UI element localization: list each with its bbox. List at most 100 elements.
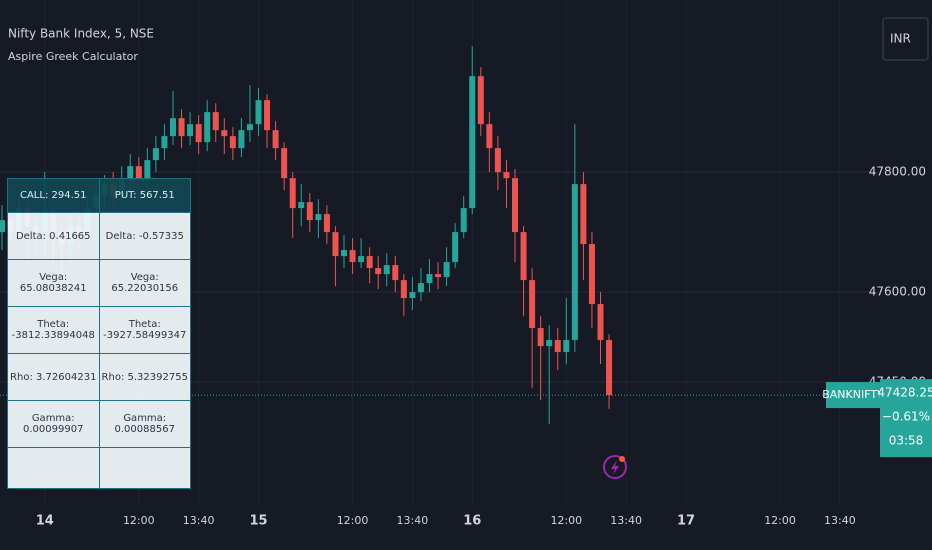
candle-body xyxy=(187,124,194,137)
candle-body xyxy=(332,232,339,257)
candle-body xyxy=(580,184,587,245)
candle-body xyxy=(289,178,296,209)
x-tick-label: 13:40 xyxy=(610,514,642,527)
candle-body xyxy=(127,166,134,179)
x-tick-label: 13:40 xyxy=(397,514,429,527)
candle-body xyxy=(477,76,484,125)
last-price: 47428.25 xyxy=(877,386,932,400)
candle-body xyxy=(417,283,424,293)
table-row: Delta: 0.41665 Delta: -0.57335 xyxy=(7,212,191,260)
cell: Delta: -0.57335 xyxy=(98,212,191,260)
alert-icon[interactable] xyxy=(603,455,627,479)
candle-body xyxy=(460,208,467,233)
alert-dot xyxy=(619,456,625,462)
candle-body xyxy=(520,232,527,281)
cell: Rho: 5.32392755 xyxy=(98,353,191,401)
candle-body xyxy=(486,124,493,149)
candle-body xyxy=(426,274,433,284)
candle-body xyxy=(306,202,313,221)
cell: Vega: 65.08038241 xyxy=(7,259,100,307)
table-row: Gamma: 0.00099907 Gamma: 0.00088567 xyxy=(7,400,191,448)
alert-ring xyxy=(603,455,627,479)
y-tick-label: 47600.00 xyxy=(869,285,926,299)
symbol-label: BANKNIFTY xyxy=(822,388,884,401)
x-tick-label: 16 xyxy=(463,514,481,529)
candle-body xyxy=(178,118,185,137)
candle-body xyxy=(315,214,322,221)
candle-body xyxy=(349,250,356,263)
candle-body xyxy=(452,232,459,263)
cell: Gamma: 0.00088567 xyxy=(98,400,191,448)
currency: INR xyxy=(890,32,911,46)
header-cell: CALL: 294.51 xyxy=(7,178,100,213)
alert-bolt xyxy=(611,460,619,475)
cell: Vega: 65.22030156 xyxy=(98,259,191,307)
currency-box[interactable] xyxy=(882,17,929,61)
x-tick-label: 12:00 xyxy=(337,514,369,527)
candle-body xyxy=(341,250,347,257)
x-tick-label: 15 xyxy=(249,514,267,529)
candle-body xyxy=(204,112,211,143)
candle-body xyxy=(383,265,390,275)
table-row: Theta: -3812.33894048 Theta: -3927.584993… xyxy=(7,306,191,354)
candle-body xyxy=(366,256,373,269)
x-tick-label: 12:00 xyxy=(550,514,582,527)
table-row xyxy=(7,447,191,489)
cell: Rho: 3.72604231 xyxy=(7,353,100,401)
x-tick-label: 13:40 xyxy=(183,514,215,527)
cell: Theta: -3927.58499347 xyxy=(98,306,191,354)
candle-body xyxy=(435,274,442,278)
table-row: Vega: 65.08038241 Vega: 65.22030156 xyxy=(7,259,191,307)
candle-body xyxy=(606,340,613,396)
cell: Theta: -3812.33894048 xyxy=(7,306,100,354)
table-row: Rho: 3.72604231 Rho: 5.32392755 xyxy=(7,353,191,401)
y-tick-label: 47800.00 xyxy=(869,165,926,179)
x-tick-label: 12:00 xyxy=(123,514,155,527)
greeks-table: CALL: 294.51 PUT: 567.51 Delta: 0.41665 De… xyxy=(7,178,191,489)
candle-body xyxy=(0,220,5,233)
candle-body xyxy=(597,304,604,341)
candle-body xyxy=(588,244,595,305)
candle-body xyxy=(238,130,245,149)
candle-body xyxy=(323,214,330,233)
x-tick-label: 12:00 xyxy=(764,514,796,527)
candle-body xyxy=(563,340,570,353)
table-header: CALL: 294.51 PUT: 567.51 xyxy=(7,178,191,213)
candle-body xyxy=(392,265,399,281)
candle-body xyxy=(135,166,142,179)
countdown: 03:58 xyxy=(889,434,924,448)
indicator-name: Aspire Greek Calculator xyxy=(8,50,138,63)
candle-body xyxy=(503,172,510,179)
candle-body xyxy=(170,118,176,137)
price-box xyxy=(880,379,932,458)
cell: Gamma: 0.00099907 xyxy=(7,400,100,448)
candle-body xyxy=(246,124,253,131)
candle-body xyxy=(443,262,450,278)
candle-body xyxy=(409,292,416,299)
candle-body xyxy=(469,76,476,209)
candle-body xyxy=(537,328,544,347)
change: −0.61% xyxy=(882,410,930,424)
candle-body xyxy=(554,340,561,353)
header-cell: PUT: 567.51 xyxy=(98,178,191,213)
candle-body xyxy=(221,130,228,137)
candle-body xyxy=(144,160,151,179)
x-tick-label: 17 xyxy=(677,514,695,529)
candle-body xyxy=(358,256,365,263)
candle-body xyxy=(400,280,407,299)
candle-body xyxy=(229,136,236,149)
candle-body xyxy=(255,100,262,125)
candle-body xyxy=(264,100,271,131)
x-tick-label: 14 xyxy=(36,514,54,529)
candle-body xyxy=(212,112,219,131)
cell: Delta: 0.41665 xyxy=(7,212,100,260)
candle-body xyxy=(281,148,288,179)
cell xyxy=(98,447,191,489)
candle-body xyxy=(272,130,279,149)
candle-body xyxy=(298,202,305,209)
candle-body xyxy=(571,184,578,341)
candle-body xyxy=(512,178,518,233)
symbol-tag xyxy=(826,382,880,409)
